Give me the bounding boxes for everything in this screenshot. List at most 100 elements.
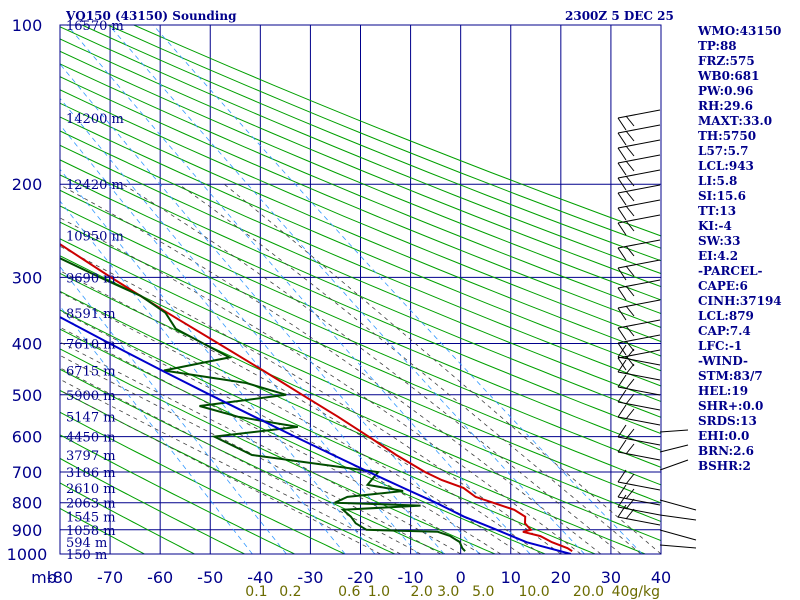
pressure-tick-label: 500: [12, 386, 43, 405]
height-label: 5900 m: [66, 389, 116, 404]
mixing-ratio-label: 10.0: [518, 584, 549, 600]
temperature-tick-label: -20: [347, 568, 373, 587]
mixing-ratio-line: [60, 305, 253, 554]
wind-barb-flag: [617, 327, 627, 341]
mixing-ratio-lines: [60, 25, 643, 554]
mixing-ratio-labels: 0.1 0.2 0.6 1.0 2.0 3.0 5.0 10.0 20.0 40g/kg: [245, 584, 660, 600]
wind-barb-flag: [625, 428, 635, 440]
dry-adiabat-line: [60, 482, 195, 554]
wind-barb-staff: [617, 319, 661, 329]
dry-adiabat-line: [60, 144, 661, 403]
stability-indices-panel: WMO:43150 TP:88 FRZ:575 WB0:681 PW:0.96 RH:29…: [698, 24, 782, 474]
dry-adiabat-line: [60, 89, 661, 343]
mixing-ratio-label: 0.6: [338, 584, 360, 600]
wind-barb: [617, 319, 661, 341]
mixing-ratio-label: 2.0: [411, 584, 433, 600]
index-item: HEL:19: [698, 384, 749, 398]
temperature-tick-label: -10: [398, 568, 424, 587]
temperature-tick-label: -40: [247, 568, 273, 587]
wind-barb-staff: [617, 516, 661, 526]
temperature-tick-label: -30: [297, 568, 323, 587]
wind-barb-flag: [617, 439, 627, 453]
wind-barb-flag: [625, 130, 635, 142]
wind-barb-flag: [617, 504, 627, 518]
wind-barb-flag: [625, 443, 635, 455]
wind-barb-flag: [617, 494, 627, 508]
wind-barb-staff: [617, 124, 661, 134]
wind-barb-flag: [625, 160, 635, 172]
wind-barb-flag: [625, 190, 635, 202]
mixing-ratio-line: [60, 97, 445, 554]
wind-barb-staff: [659, 444, 689, 453]
wind-barb-flag: [617, 247, 627, 261]
moist-adiabat-line: [122, 183, 622, 554]
height-label: 150 m: [66, 548, 107, 563]
dry-adiabat-line: [60, 102, 661, 357]
parcel-line: [60, 316, 572, 554]
index-item: SRDS:13: [698, 414, 757, 428]
wind-barb-flag: [617, 374, 627, 388]
wind-barb: [617, 214, 661, 236]
pressure-temperature-grid: [59, 24, 662, 555]
wind-barb: [617, 259, 661, 281]
temperature-axis: mb-80 -70 -60 -50 -40 -30 -20 -10 0 10 20 30 40: [31, 568, 671, 587]
dry-adiabat-line: [60, 368, 446, 554]
wind-barb-flag: [625, 498, 635, 510]
dry-adiabat-line: [60, 507, 145, 554]
height-label: 14200 m: [66, 112, 124, 127]
dry-adiabat-line: [60, 411, 345, 554]
wind-barb: [617, 139, 661, 161]
dry-adiabat-line: [60, 309, 596, 554]
dry-adiabat-line: [81, 25, 661, 262]
moist-adiabat-line: [60, 310, 501, 554]
wind-barb-staff: [617, 334, 661, 344]
mixing-ratio-label: 0.1: [245, 584, 267, 600]
mixing-ratio-label: 40g/kg: [612, 584, 660, 600]
wind-barb-flag: [617, 132, 627, 146]
wind-barb-flag: [625, 393, 635, 405]
wind-barb-staff: [659, 544, 697, 549]
moist-adiabat-line: [178, 183, 642, 554]
wind-barb-flag: [625, 205, 635, 217]
pressure-tick-label: 700: [12, 463, 43, 482]
index-item: KI:-4: [698, 219, 732, 233]
temperature-tick-label: -80: [47, 568, 73, 587]
mixing-ratio-line: [60, 124, 419, 554]
plot-frame: [59, 24, 662, 555]
wind-barb-flag: [617, 222, 627, 236]
dry-adiabat-line: [60, 348, 496, 554]
wind-barb-flag: [617, 404, 627, 418]
height-label: 3797 m: [66, 449, 116, 464]
temperature-line: [60, 243, 573, 553]
height-label: 9690 m: [66, 271, 116, 286]
index-item: -WIND-: [698, 354, 748, 368]
wind-barb-staff: [617, 436, 661, 446]
wind-barb-flag: [617, 357, 627, 371]
dry-adiabat-line: [60, 26, 661, 275]
wind-barb-flag: [625, 145, 635, 157]
wind-barb-staff: [617, 214, 661, 224]
pressure-tick-label: 200: [12, 175, 43, 194]
index-item: CAP:7.4: [698, 324, 751, 338]
dry-adiabats: [60, 25, 661, 554]
index-item: LFC:-1: [698, 339, 743, 353]
temperature-tick-label: 40: [651, 568, 671, 587]
wind-barb: [617, 424, 661, 446]
wind-barb: [617, 169, 661, 191]
index-item: CINH:37194: [698, 294, 782, 308]
mixing-ratio-label: 3.0: [437, 584, 459, 600]
dry-adiabat-line: [60, 255, 661, 523]
wind-barb-staff: [617, 496, 661, 506]
chart-title: VQ150 (43150) Sounding: [66, 9, 237, 23]
index-item: EHI:0.0: [698, 429, 750, 443]
wind-barb-flag: [617, 267, 627, 281]
mixing-ratio-label: 1.0: [368, 584, 390, 600]
valid-time: 2300Z 5 DEC 25: [565, 9, 674, 23]
height-label: 1058 m: [66, 524, 116, 539]
dry-adiabat-line: [60, 434, 295, 554]
wind-barb-staff: [617, 506, 661, 516]
mixing-ratio-line: [60, 63, 480, 554]
wind-barb-staff: [617, 451, 661, 461]
wind-barb-flag: [625, 220, 635, 232]
moist-adiabat-line: [60, 245, 562, 554]
